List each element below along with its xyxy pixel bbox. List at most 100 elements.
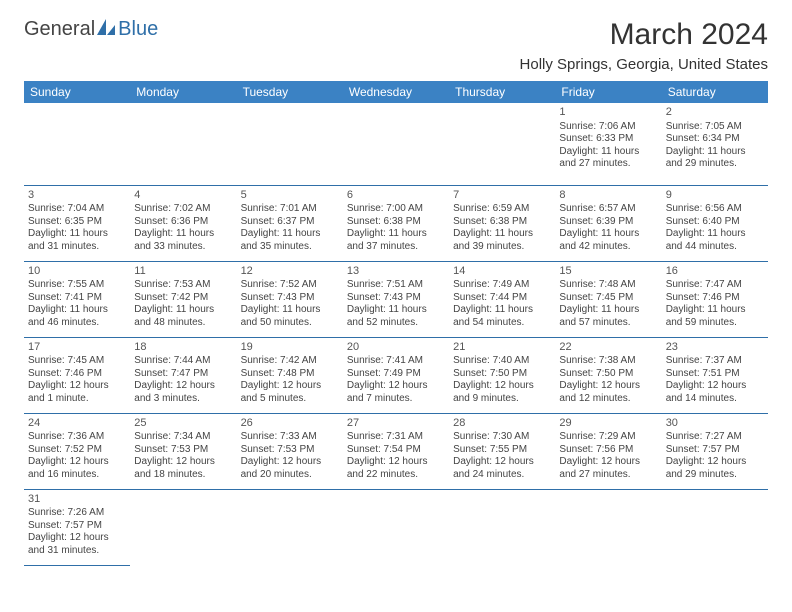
sunrise-line: Sunrise: 7:47 AM xyxy=(666,279,764,292)
day-number: 26 xyxy=(241,417,339,431)
sunset-line: Sunset: 7:56 PM xyxy=(559,444,657,457)
sunrise-line: Sunrise: 7:55 AM xyxy=(28,279,126,292)
day-cell: 24Sunrise: 7:36 AMSunset: 7:52 PMDayligh… xyxy=(24,413,130,489)
empty-cell xyxy=(343,489,449,565)
sail-icon xyxy=(97,18,115,41)
day-number: 1 xyxy=(559,106,657,120)
day-number: 27 xyxy=(347,417,445,431)
sunrise-line: Sunrise: 7:06 AM xyxy=(559,121,657,134)
daylight-line: Daylight: 12 hours and 7 minutes. xyxy=(347,380,445,405)
sunrise-line: Sunrise: 7:38 AM xyxy=(559,355,657,368)
daylight-line: Daylight: 11 hours and 54 minutes. xyxy=(453,304,551,329)
daylight-line: Daylight: 11 hours and 37 minutes. xyxy=(347,228,445,253)
day-number: 7 xyxy=(453,189,551,203)
day-cell: 4Sunrise: 7:02 AMSunset: 6:36 PMDaylight… xyxy=(130,185,236,261)
daylight-line: Daylight: 12 hours and 3 minutes. xyxy=(134,380,232,405)
sunset-line: Sunset: 6:39 PM xyxy=(559,216,657,229)
day-cell: 18Sunrise: 7:44 AMSunset: 7:47 PMDayligh… xyxy=(130,337,236,413)
calendar-row: 17Sunrise: 7:45 AMSunset: 7:46 PM Dayligh… xyxy=(24,337,768,413)
daylight-line: Daylight: 12 hours and 5 minutes. xyxy=(241,380,339,405)
day-number: 22 xyxy=(559,341,657,355)
daylight-line: Daylight: 11 hours and 31 minutes. xyxy=(28,228,126,253)
sunrise-line: Sunrise: 7:04 AM xyxy=(28,203,126,216)
daylight-line: Daylight: 11 hours and 29 minutes. xyxy=(666,146,764,171)
daylight-line: Daylight: 11 hours and 59 minutes. xyxy=(666,304,764,329)
sunrise-line: Sunrise: 7:00 AM xyxy=(347,203,445,216)
sunset-line: Sunset: 7:57 PM xyxy=(666,444,764,457)
sunset-line: Sunset: 6:35 PM xyxy=(28,216,126,229)
daylight-line: Daylight: 11 hours and 39 minutes. xyxy=(453,228,551,253)
day-number: 29 xyxy=(559,417,657,431)
sunrise-line: Sunrise: 7:45 AM xyxy=(28,355,126,368)
sunrise-line: Sunrise: 7:48 AM xyxy=(559,279,657,292)
sunset-line: Sunset: 7:46 PM xyxy=(666,292,764,305)
daylight-line: Daylight: 12 hours and 24 minutes. xyxy=(453,456,551,481)
day-number: 2 xyxy=(666,106,764,120)
sunset-line: Sunset: 7:46 PM xyxy=(28,368,126,381)
day-number: 28 xyxy=(453,417,551,431)
day-number: 30 xyxy=(666,417,764,431)
day-number: 21 xyxy=(453,341,551,355)
day-number: 8 xyxy=(559,189,657,203)
month-title: March 2024 xyxy=(520,18,768,52)
daylight-line: Daylight: 12 hours and 29 minutes. xyxy=(666,456,764,481)
weekday-header: Monday xyxy=(130,81,236,103)
day-cell: 22Sunrise: 7:38 AMSunset: 7:50 PMDayligh… xyxy=(555,337,661,413)
day-cell: 13Sunrise: 7:51 AMSunset: 7:43 PMDayligh… xyxy=(343,261,449,337)
sunset-line: Sunset: 7:53 PM xyxy=(134,444,232,457)
empty-cell xyxy=(449,489,555,565)
day-number: 16 xyxy=(666,265,764,279)
day-cell: 1Sunrise: 7:06 AMSunset: 6:33 PMDaylight… xyxy=(555,103,661,185)
calendar-row: 1Sunrise: 7:06 AMSunset: 6:33 PMDaylight… xyxy=(24,103,768,185)
day-number: 14 xyxy=(453,265,551,279)
sunrise-line: Sunrise: 6:56 AM xyxy=(666,203,764,216)
sunset-line: Sunset: 7:52 PM xyxy=(28,444,126,457)
daylight-line: Daylight: 12 hours and 20 minutes. xyxy=(241,456,339,481)
sunset-line: Sunset: 7:44 PM xyxy=(453,292,551,305)
day-number: 24 xyxy=(28,417,126,431)
day-number: 12 xyxy=(241,265,339,279)
daylight-line: Daylight: 11 hours and 42 minutes. xyxy=(559,228,657,253)
empty-cell xyxy=(555,489,661,565)
weekday-header: Wednesday xyxy=(343,81,449,103)
sunset-line: Sunset: 7:49 PM xyxy=(347,368,445,381)
calendar-row: 31Sunrise: 7:26 AMSunset: 7:57 PMDayligh… xyxy=(24,489,768,565)
day-cell: 26Sunrise: 7:33 AMSunset: 7:53 PMDayligh… xyxy=(237,413,343,489)
sunrise-line: Sunrise: 7:30 AM xyxy=(453,431,551,444)
sunrise-line: Sunrise: 7:31 AM xyxy=(347,431,445,444)
day-cell: 25Sunrise: 7:34 AMSunset: 7:53 PMDayligh… xyxy=(130,413,236,489)
sunrise-line: Sunrise: 7:52 AM xyxy=(241,279,339,292)
weekday-header: Sunday xyxy=(24,81,130,103)
weekday-header-row: SundayMondayTuesdayWednesdayThursdayFrid… xyxy=(24,81,768,103)
sunset-line: Sunset: 7:47 PM xyxy=(134,368,232,381)
day-cell: 30Sunrise: 7:27 AMSunset: 7:57 PMDayligh… xyxy=(662,413,768,489)
day-cell: 28Sunrise: 7:30 AMSunset: 7:55 PMDayligh… xyxy=(449,413,555,489)
day-number: 4 xyxy=(134,189,232,203)
sunrise-line: Sunrise: 7:05 AM xyxy=(666,121,764,134)
day-number: 6 xyxy=(347,189,445,203)
sunset-line: Sunset: 6:38 PM xyxy=(453,216,551,229)
weekday-header: Thursday xyxy=(449,81,555,103)
daylight-line: Daylight: 12 hours and 22 minutes. xyxy=(347,456,445,481)
day-cell: 6Sunrise: 7:00 AMSunset: 6:38 PMDaylight… xyxy=(343,185,449,261)
day-cell: 17Sunrise: 7:45 AMSunset: 7:46 PMDayligh… xyxy=(24,337,130,413)
daylight-line: Daylight: 12 hours and 14 minutes. xyxy=(666,380,764,405)
day-number: 19 xyxy=(241,341,339,355)
day-number: 17 xyxy=(28,341,126,355)
sunset-line: Sunset: 7:50 PM xyxy=(559,368,657,381)
sunset-line: Sunset: 7:55 PM xyxy=(453,444,551,457)
sunrise-line: Sunrise: 7:53 AM xyxy=(134,279,232,292)
page-header: General Blue March 2024 Holly Springs, G… xyxy=(24,18,768,73)
daylight-line: Daylight: 12 hours and 9 minutes. xyxy=(453,380,551,405)
sunrise-line: Sunrise: 7:51 AM xyxy=(347,279,445,292)
daylight-line: Daylight: 11 hours and 52 minutes. xyxy=(347,304,445,329)
sunrise-line: Sunrise: 7:34 AM xyxy=(134,431,232,444)
daylight-line: Daylight: 11 hours and 48 minutes. xyxy=(134,304,232,329)
weekday-header: Tuesday xyxy=(237,81,343,103)
sunset-line: Sunset: 6:34 PM xyxy=(666,133,764,146)
sunrise-line: Sunrise: 7:33 AM xyxy=(241,431,339,444)
sunrise-line: Sunrise: 7:42 AM xyxy=(241,355,339,368)
sunset-line: Sunset: 6:38 PM xyxy=(347,216,445,229)
day-cell: 7Sunrise: 6:59 AMSunset: 6:38 PMDaylight… xyxy=(449,185,555,261)
location-subtitle: Holly Springs, Georgia, United States xyxy=(520,56,768,73)
